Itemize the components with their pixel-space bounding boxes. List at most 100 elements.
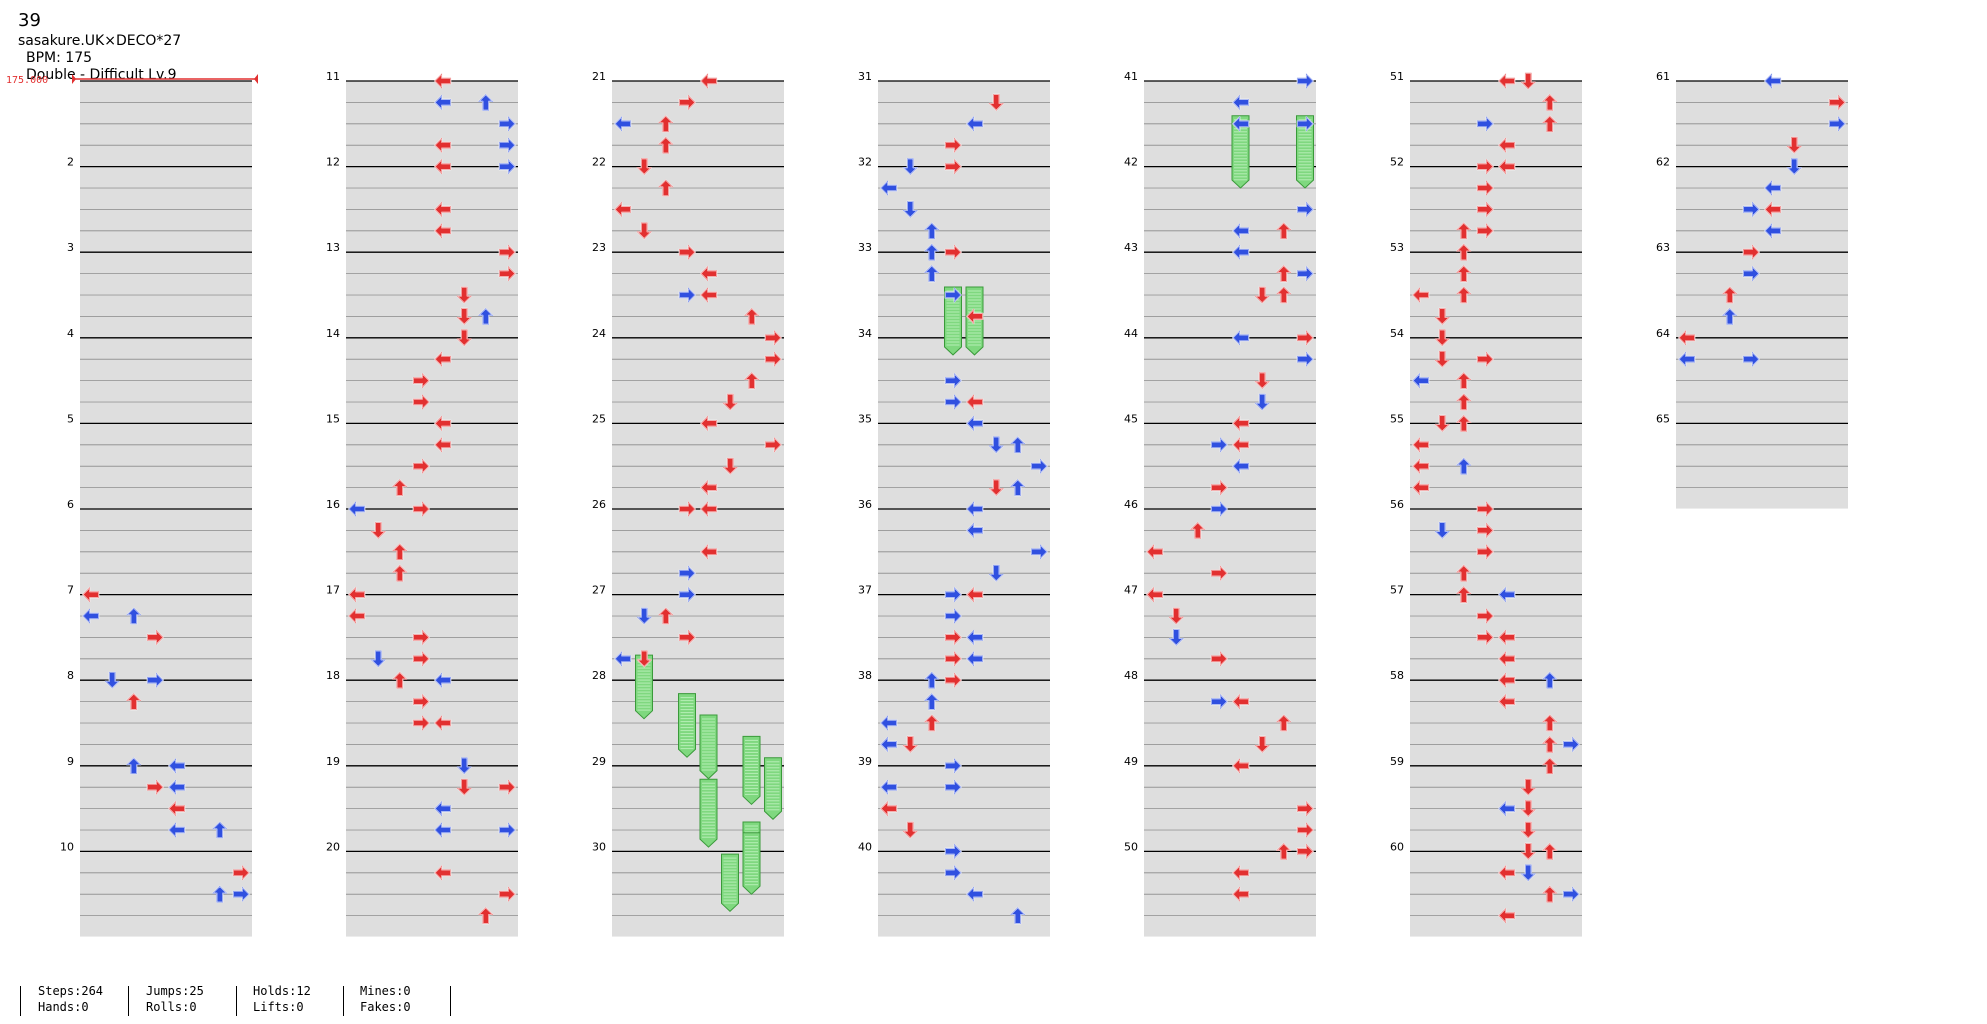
- measure: 22: [592, 156, 784, 252]
- arrow-right-icon: [232, 886, 250, 902]
- measure: 57: [1390, 584, 1582, 680]
- arrow-right-icon: [1210, 693, 1228, 710]
- arrow-right-icon: [678, 244, 696, 260]
- measure: 2: [67, 156, 252, 252]
- arrow-down-icon: [1168, 628, 1184, 647]
- beat-band: [878, 872, 1050, 894]
- beat-band: [346, 316, 518, 338]
- beat-band: [346, 487, 518, 509]
- arrow-down-icon: [722, 457, 738, 475]
- beat-band: [80, 894, 252, 916]
- hold-note: [764, 757, 782, 820]
- arrow-down-icon: [1254, 735, 1270, 754]
- arrow-up-icon: [1542, 735, 1558, 754]
- measure-number: 48: [1124, 669, 1138, 682]
- beat-band: [612, 872, 784, 894]
- beat-band: [612, 851, 784, 873]
- measure-number: 54: [1390, 327, 1404, 340]
- arrow-up-icon: [1276, 286, 1292, 304]
- measure-number: 27: [592, 584, 606, 597]
- arrow-up-icon: [1542, 885, 1558, 903]
- arrow-right-icon: [1296, 116, 1314, 132]
- arrow-left-icon: [966, 522, 984, 539]
- hold-note: [721, 853, 739, 913]
- arrow-left-icon: [1412, 479, 1430, 496]
- measure-number: 53: [1390, 241, 1404, 254]
- arrow-left-icon: [168, 800, 186, 817]
- arrow-right-icon: [1476, 629, 1494, 646]
- measure-number: 36: [858, 498, 872, 511]
- arrow-up-icon: [924, 692, 940, 711]
- beat-band: [80, 423, 252, 445]
- arrow-down-icon: [1520, 821, 1536, 839]
- beat-band: [878, 851, 1050, 873]
- arrow-right-icon: [412, 651, 430, 667]
- arrow-up-icon: [1010, 436, 1026, 454]
- arrow-right-icon: [498, 116, 516, 132]
- beat-band: [1144, 337, 1316, 359]
- beat-band: [1410, 894, 1582, 916]
- beat-band: [1410, 102, 1582, 124]
- arrow-up-icon: [744, 372, 760, 390]
- measure: 38: [858, 669, 1050, 766]
- beat-band: [346, 680, 518, 702]
- beat-band: [612, 765, 784, 787]
- beat-band: [80, 316, 252, 338]
- measure: 31: [858, 70, 1050, 167]
- arrow-right-icon: [412, 394, 430, 410]
- measure-number: 41: [1124, 70, 1138, 83]
- beat-band: [346, 380, 518, 402]
- measure: 36: [858, 498, 1050, 595]
- beat-band: [612, 701, 784, 723]
- measure-number: 5: [67, 412, 74, 425]
- arrow-right-icon: [1476, 116, 1494, 132]
- arrow-up-icon: [478, 906, 494, 925]
- measure: 30: [592, 840, 784, 937]
- beat-band: [878, 123, 1050, 145]
- arrow-down-icon: [1434, 521, 1450, 540]
- arrow-right-icon: [412, 372, 430, 389]
- arrow-right-icon: [498, 779, 516, 795]
- arrow-left-icon: [966, 415, 984, 432]
- measure: 60: [1390, 840, 1582, 937]
- arrow-left-icon: [1232, 886, 1250, 902]
- beat-band: [1144, 616, 1316, 637]
- measure-number: 23: [592, 241, 606, 254]
- arrow-left-icon: [1412, 372, 1430, 389]
- arrow-right-icon: [764, 437, 782, 453]
- measure-number: 22: [592, 156, 606, 169]
- arrow-right-icon: [944, 865, 962, 881]
- beat-band: [1410, 359, 1582, 381]
- arrow-down-icon: [1786, 158, 1802, 176]
- beat-band: [346, 723, 518, 744]
- beat-band: [346, 637, 518, 659]
- arrow-right-icon: [1742, 351, 1760, 367]
- beat-band: [80, 723, 252, 744]
- beat-band: [878, 209, 1050, 231]
- beat-band: [346, 295, 518, 316]
- arrow-up-icon: [1456, 564, 1472, 582]
- beat-band: [346, 616, 518, 637]
- beat-band: [80, 808, 252, 830]
- beat-band: [878, 487, 1050, 509]
- beat-band: [1410, 444, 1582, 466]
- beat-band: [1676, 487, 1848, 509]
- hold-note: [1231, 115, 1250, 189]
- measure-number: 3: [67, 241, 74, 254]
- arrow-right-icon: [1030, 458, 1048, 474]
- beat-band: [80, 359, 252, 381]
- arrow-left-icon: [1232, 94, 1250, 111]
- beat-band: [346, 273, 518, 295]
- arrow-up-icon: [924, 243, 940, 261]
- arrow-down-icon: [1434, 350, 1450, 368]
- arrow-right-icon: [944, 629, 962, 646]
- beat-band: [1410, 337, 1582, 359]
- arrow-left-icon: [1412, 437, 1430, 453]
- beat-band: [1410, 765, 1582, 787]
- measure: 40: [858, 840, 1050, 937]
- beat-band: [1410, 188, 1582, 209]
- beat-band: [346, 551, 518, 573]
- arrow-left-icon: [614, 116, 632, 132]
- beat-band: [878, 551, 1050, 573]
- beat-band: [1144, 573, 1316, 595]
